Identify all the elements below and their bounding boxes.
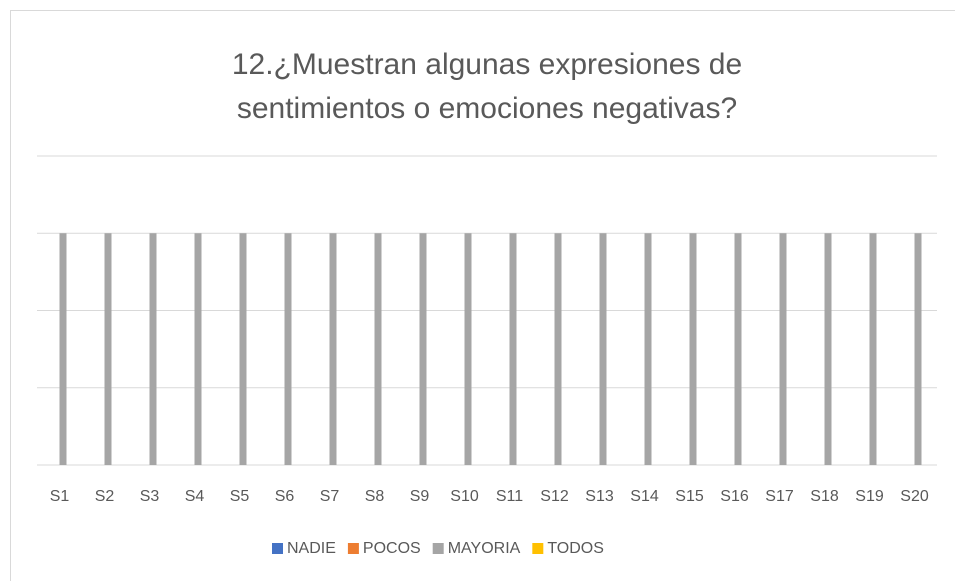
x-tick-label: S12 <box>540 488 569 505</box>
bar <box>239 233 247 465</box>
x-tick-label: S3 <box>140 488 160 505</box>
x-tick-label: S2 <box>95 488 115 505</box>
x-tick-label: S1 <box>50 488 70 505</box>
bar <box>419 233 427 465</box>
bar <box>329 233 337 465</box>
x-tick-label: S8 <box>365 488 385 505</box>
x-tick-label: S11 <box>496 488 523 505</box>
x-tick-label: S18 <box>810 488 839 505</box>
bar <box>374 233 382 465</box>
bar <box>464 233 472 465</box>
bar <box>914 233 922 465</box>
x-tick-label: S15 <box>675 488 704 505</box>
bar <box>644 233 652 465</box>
legend-label: TODOS <box>547 540 604 557</box>
x-tick-label: S14 <box>630 488 659 505</box>
x-tick-label: S17 <box>765 488 794 505</box>
legend-swatch <box>432 543 444 554</box>
bar <box>689 233 697 465</box>
x-tick-label: S19 <box>855 488 884 505</box>
x-tick-label: S5 <box>230 488 250 505</box>
bar <box>599 233 607 465</box>
x-tick-label: S16 <box>720 488 749 505</box>
x-tick-label: S10 <box>450 488 479 505</box>
legend-label: POCOS <box>363 540 421 557</box>
legend-label: NADIE <box>287 540 336 557</box>
bar <box>734 233 742 465</box>
bar <box>149 233 157 465</box>
chart-border <box>10 10 955 581</box>
bar <box>284 233 292 465</box>
bar <box>869 233 877 465</box>
chart-title: sentimientos o emociones negativas? <box>237 92 737 125</box>
bar <box>194 233 202 465</box>
x-tick-label: S6 <box>275 488 295 505</box>
bar <box>104 233 112 465</box>
x-tick-label: S9 <box>410 488 430 505</box>
legend-swatch <box>272 543 283 554</box>
legend-label: MAYORIA <box>448 540 521 557</box>
bar <box>779 233 787 465</box>
x-tick-label: S7 <box>320 488 340 505</box>
x-tick-label: S13 <box>585 488 614 505</box>
legend-swatch <box>347 543 359 554</box>
bar <box>59 233 67 465</box>
x-tick-label: S20 <box>900 488 929 505</box>
bar <box>824 233 832 465</box>
legend-swatch <box>532 543 544 554</box>
chart-title: 12.¿Muestran algunas expresiones de <box>232 48 742 81</box>
x-tick-label: S4 <box>185 488 205 505</box>
bar <box>509 233 517 465</box>
bar <box>554 233 562 465</box>
